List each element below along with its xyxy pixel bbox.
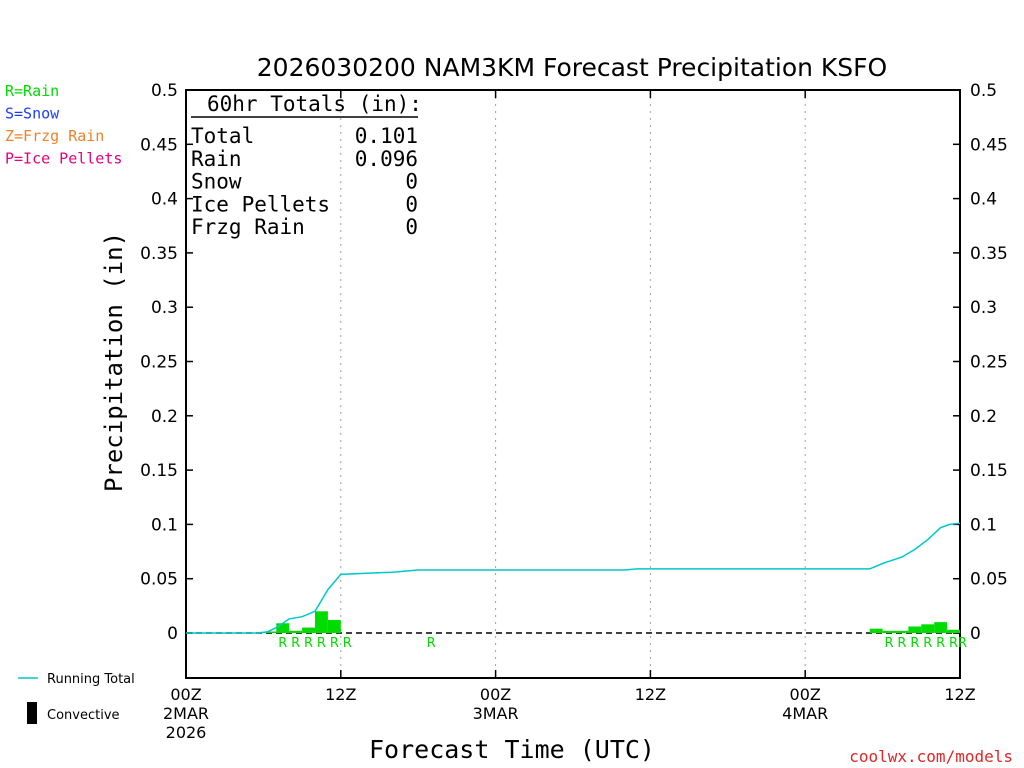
y-tick-label-right: 0.15 [970, 461, 1008, 481]
y-tick-label-left: 0.5 [151, 81, 178, 101]
vertical-gridlines [340, 90, 806, 678]
x-tick-label: 00Z [480, 685, 511, 704]
x-tick-date: 2MAR [163, 704, 209, 723]
ptype-label: R [304, 636, 313, 651]
x-tick-label: 00Z [170, 685, 201, 704]
y-tick-label-left: 0.05 [140, 570, 178, 590]
y-tick-label-left: 0.4 [151, 190, 178, 210]
y-tick-label-left: 0.25 [140, 353, 178, 373]
y-tick-label-left: 0.35 [140, 244, 178, 264]
totals-row-label: Frzg Rain [191, 215, 305, 239]
x-tick-label: 12Z [325, 685, 356, 704]
x-tick-date: 3MAR [473, 704, 519, 723]
precip-bar [947, 629, 960, 633]
ptype-label: R [278, 636, 287, 651]
ptype-label: R [317, 636, 326, 651]
ptype-label: R [330, 636, 339, 651]
y-tick-label-left: 0.45 [140, 135, 178, 155]
precip-bars [263, 611, 960, 633]
y-tick-label-right: 0.35 [970, 244, 1008, 264]
totals-row-value: 0 [405, 170, 418, 194]
x-tick-label: 12Z [944, 685, 975, 704]
totals-row-value: 0.096 [355, 147, 418, 171]
precip-bar [289, 630, 303, 633]
totals-row-value: 0.101 [355, 124, 418, 148]
ptype-label: R [923, 636, 932, 651]
precip-bar [908, 626, 922, 633]
ptype-label: R [885, 636, 894, 651]
ptype-legend-item: P=Ice Pellets [5, 150, 122, 168]
running-total-line [186, 522, 961, 634]
y-tick-label-left: 0.3 [151, 298, 178, 318]
ptype-label: R [949, 636, 958, 651]
x-tick-label: 00Z [790, 685, 821, 704]
precip-bar [302, 627, 315, 633]
credit-text: coolwx.com/models [849, 747, 1013, 766]
ptype-label: R [427, 636, 436, 651]
y-tick-label-right: 0.25 [970, 353, 1008, 373]
precip-bar [921, 624, 935, 633]
totals-box: 60hr Totals (in): Total 0.101 Rain 0.096 Sno… [191, 92, 422, 239]
totals-row-value: 0 [405, 215, 418, 239]
ptype-legend-item: Z=Frzg Rain [5, 127, 104, 145]
precip-bar [934, 622, 948, 633]
ptype-label: R [910, 636, 919, 651]
totals-row-value: 0 [405, 192, 418, 216]
precip-bar [895, 630, 909, 633]
ptype-legend-item: R=Rain [5, 82, 59, 100]
precip-bar [276, 623, 290, 633]
y-tick-label-right: 0.1 [970, 515, 997, 535]
y-tick-label-right: 0.4 [970, 190, 997, 210]
chart-title: 2026030200 NAM3KM Forecast Precipitation… [257, 53, 887, 82]
y-tick-label-right: 0.5 [970, 81, 997, 101]
totals-row-label: Snow [191, 170, 242, 194]
ptype-label: R [291, 636, 300, 651]
y-tick-label-left: 0.1 [151, 515, 178, 535]
ptype-label: R [897, 636, 906, 651]
ptype-label: R [936, 636, 945, 651]
y-tick-label-right: 0.05 [970, 570, 1008, 590]
plot-frame [185, 89, 961, 679]
y-tick-label-left: 0 [167, 624, 178, 644]
precip-bar [882, 630, 896, 633]
x-tick-year: 2026 [166, 723, 207, 742]
y-tick-label-right: 0.2 [970, 407, 997, 427]
y-tick-label-right: 0.45 [970, 135, 1008, 155]
y-tick-label-right: 0.3 [970, 298, 997, 318]
precip-bar [869, 628, 883, 633]
y-tick-label-left: 0.15 [140, 461, 178, 481]
totals-row-label: Total [191, 124, 254, 148]
ptype-legend-item: S=Snow [5, 105, 60, 123]
y-tick-label-right: 0 [970, 624, 981, 644]
precip-bar [315, 611, 328, 633]
ptype-legend: R=Rain S=Snow Z=Frzg Rain P=Ice Pellets [5, 82, 122, 168]
x-tick-label: 12Z [635, 685, 666, 704]
x-tick-date: 4MAR [782, 704, 828, 723]
convective-legend-swatch [27, 702, 37, 724]
y-tick-label-left: 0.2 [151, 407, 178, 427]
totals-row-label: Ice Pellets [191, 192, 330, 216]
precip-bar [327, 619, 341, 633]
x-axis-label: Forecast Time (UTC) [369, 735, 655, 764]
series-legend-label: Convective [47, 708, 120, 723]
precip-bar [263, 631, 277, 633]
series-legend: Running Total Convective [18, 672, 135, 724]
y-axis-ticks: 0.5 0.5 0.45 0.45 0.4 0.4 0.35 0.35 0.3 0.3 0.25 0.… [140, 81, 1008, 644]
y-axis-label: Precipitation (in) [100, 232, 128, 492]
totals-row-label: Rain [191, 147, 242, 171]
ptype-label: R [958, 636, 967, 651]
ptype-label: R [343, 636, 352, 651]
totals-header: 60hr Totals (in): [207, 92, 422, 116]
series-legend-label: Running Total [47, 672, 135, 687]
